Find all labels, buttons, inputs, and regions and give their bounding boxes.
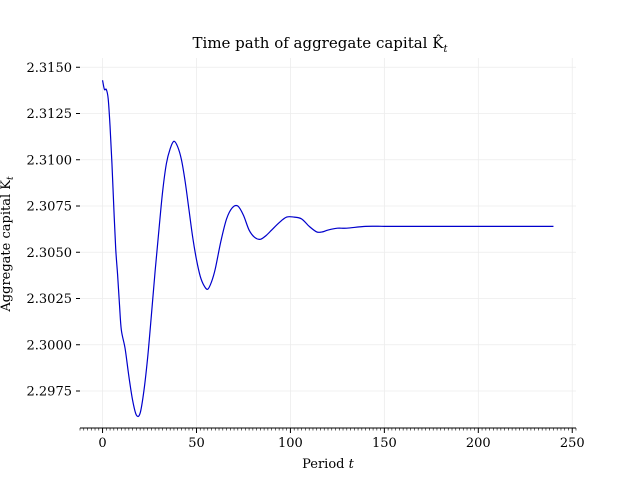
y-tick-label-6: 2.3125 <box>27 107 73 122</box>
y-axis: 2.2975 2.3000 2.3025 2.3050 2.3075 2.3100 2.31… <box>27 61 80 400</box>
chart-title: Time path of aggregate capital K̂t <box>193 34 449 55</box>
x-axis-label-variable: t <box>349 457 355 472</box>
x-tick-label-1: 50 <box>188 436 205 451</box>
x-tick-label-4: 200 <box>466 436 491 451</box>
y-axis-label-text: Aggregate capital K <box>0 180 14 313</box>
x-axis-label-text: Period <box>302 457 344 472</box>
grid-lines <box>80 58 576 428</box>
y-tick-label-7: 2.3150 <box>27 61 73 76</box>
x-tick-label-3: 150 <box>372 436 397 451</box>
series-line-0 <box>101 80 554 418</box>
y-axis-label-subscript: t <box>6 176 16 180</box>
y-tick-label-0: 2.2975 <box>27 385 73 400</box>
x-axis: 0 50 100 150 200 250 <box>79 427 585 451</box>
chart-title-text: Time path of aggregate capital K̂ <box>193 34 445 52</box>
x-axis-label: Period t <box>302 457 355 472</box>
series-layer <box>101 80 554 418</box>
x-tick-label-2: 100 <box>278 436 303 451</box>
y-tick-label-5: 2.3100 <box>27 153 73 168</box>
y-tick-label-3: 2.3050 <box>27 246 73 261</box>
x-tick-label-5: 250 <box>560 436 585 451</box>
y-tick-label-1: 2.3000 <box>27 338 73 353</box>
x-tick-label-0: 0 <box>98 436 106 451</box>
y-tick-label-2: 2.3025 <box>27 292 73 307</box>
y-axis-label: Aggregate capital Kt <box>0 176 16 313</box>
chart-title-subscript: t <box>443 44 448 55</box>
y-tick-label-4: 2.3075 <box>27 200 73 215</box>
